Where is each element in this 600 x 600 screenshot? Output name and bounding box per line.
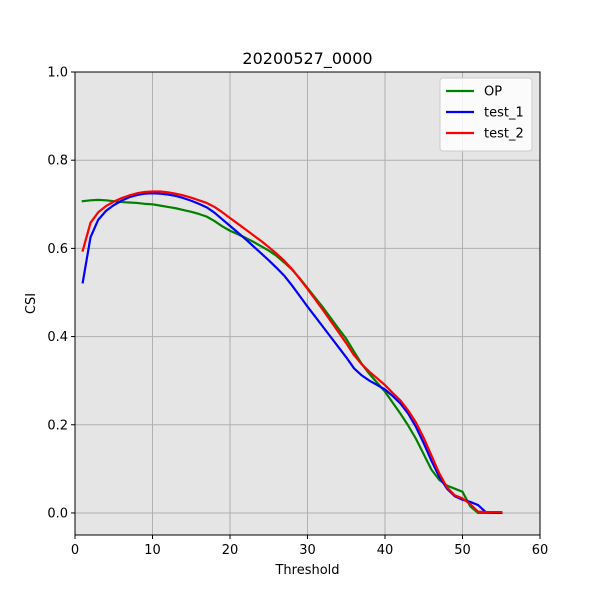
x-tick-label: 50 [454, 543, 471, 558]
y-axis-title: CSI [24, 293, 39, 314]
legend-label: test_2 [484, 127, 524, 142]
y-tick-label: 0.0 [47, 506, 68, 521]
chart-title: 20200527_0000 [242, 49, 372, 69]
x-tick-label: 20 [222, 543, 239, 558]
axis-ticks: 0 10 20 30 40 50 60 0.0 0.2 0.4 0.6 0.8 1.0 [47, 66, 548, 559]
y-tick-label: 0.8 [47, 154, 68, 169]
x-tick-label: 60 [532, 543, 549, 558]
legend: OP test_1 test_2 [439, 77, 533, 152]
y-tick-label: 0.4 [47, 330, 68, 345]
y-tick-label: 1.0 [47, 66, 68, 81]
x-axis-title: Threshold [274, 563, 339, 578]
series-lines [81, 190, 503, 515]
y-tick-label: 0.2 [47, 418, 68, 433]
x-tick-label: 0 [71, 543, 79, 558]
series-line-test-1 [81, 192, 503, 515]
y-tick-label: 0.6 [47, 242, 68, 257]
x-tick-label: 40 [377, 543, 394, 558]
x-tick-label: 30 [299, 543, 316, 558]
series-line-test-2 [81, 190, 503, 514]
x-tick-label: 10 [144, 543, 161, 558]
legend-label: OP [484, 85, 502, 100]
legend-label: test_1 [484, 106, 524, 121]
